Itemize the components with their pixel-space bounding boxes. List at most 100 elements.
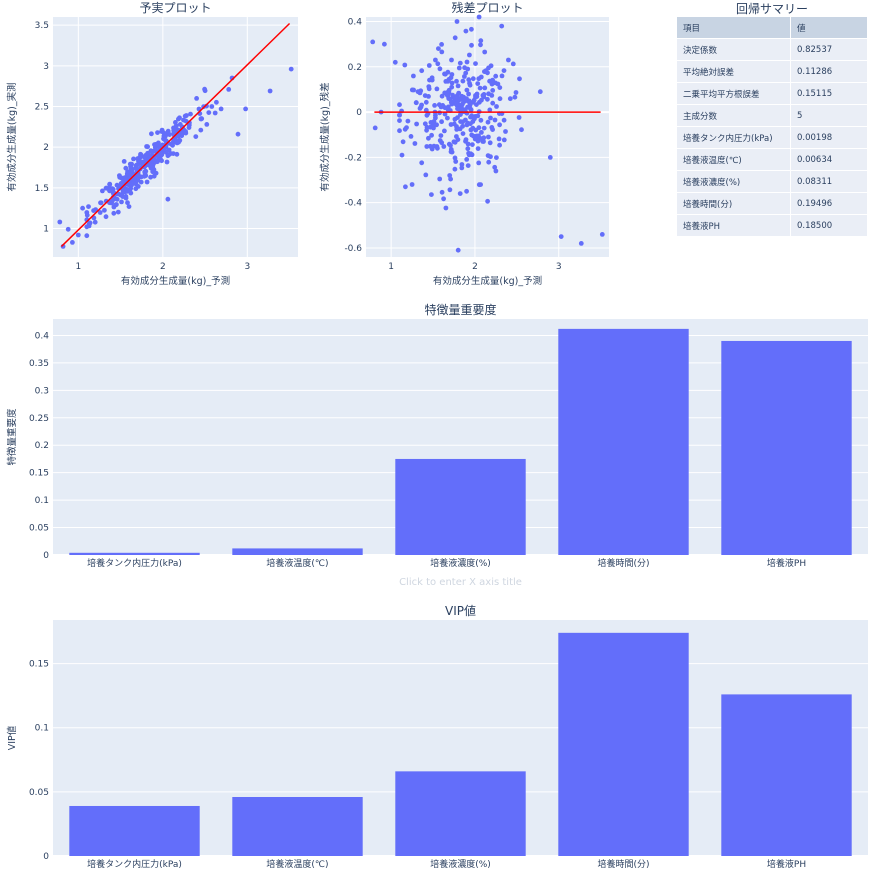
scatter-point xyxy=(149,131,154,137)
scatter-point xyxy=(423,99,429,105)
scatter-point xyxy=(485,198,490,204)
summary-item: 培養液濃度(%) xyxy=(677,170,791,193)
scatter-point xyxy=(148,174,154,180)
scatter-point xyxy=(476,133,481,139)
scatter-point xyxy=(464,157,470,162)
scatter-point xyxy=(476,14,482,20)
scatter-point xyxy=(162,133,168,139)
scatter-point xyxy=(459,165,465,171)
scatter-point xyxy=(460,78,466,84)
scatter-point xyxy=(419,160,425,166)
scatter-point xyxy=(454,134,459,139)
scatter-point xyxy=(170,142,176,148)
scatter-point xyxy=(445,90,450,95)
scatter-point xyxy=(452,155,458,161)
scatter-point xyxy=(439,42,444,47)
scatter-point xyxy=(537,89,543,95)
scatter-point xyxy=(457,60,463,66)
scatter-point xyxy=(174,151,180,157)
y-tick-label: 2.5 xyxy=(35,102,49,112)
scatter-point xyxy=(98,200,104,206)
scatter-point xyxy=(472,136,478,142)
scatter-point xyxy=(469,132,475,138)
scatter-point xyxy=(204,122,210,127)
scatter-point xyxy=(496,136,502,142)
scatter-point xyxy=(402,62,408,68)
scatter-point xyxy=(408,134,414,139)
x-tick-label: 培養タンク内圧力(kPa) xyxy=(87,858,182,870)
scatter-point xyxy=(467,82,473,88)
summary-header-value: 値 xyxy=(790,17,867,39)
scatter-point xyxy=(478,42,483,48)
summary-row: 培養液濃度(%) 0.08311 xyxy=(677,170,867,193)
fit-line xyxy=(60,22,291,247)
y-tick-label: 1.5 xyxy=(35,184,49,194)
scatter-point xyxy=(107,182,113,188)
chart-title: VIP値 xyxy=(445,603,476,618)
scatter-point xyxy=(137,154,143,160)
scatter-point xyxy=(483,69,488,75)
summary-item: 二乗平均平方根誤差 xyxy=(677,82,791,105)
scatter-point xyxy=(490,88,496,93)
summary-row: 主成分数 5 xyxy=(677,104,867,127)
scatter-point xyxy=(209,104,215,109)
x-tick-label: 培養液濃度(%) xyxy=(430,858,491,870)
scatter-point xyxy=(84,233,90,239)
scatter-point xyxy=(468,107,474,113)
scatter-point xyxy=(114,196,120,202)
scatter-point xyxy=(372,125,378,131)
scatter-point xyxy=(135,177,141,183)
scatter-point xyxy=(558,234,564,240)
y-tick-label: 0.05 xyxy=(29,524,49,534)
scatter-point xyxy=(485,96,490,102)
y-tick-label: 0.2 xyxy=(348,63,362,73)
scatter-point xyxy=(92,219,98,225)
scatter-point xyxy=(103,185,109,191)
scatter-point xyxy=(80,205,85,211)
scatter-point xyxy=(437,138,443,143)
scatter-point xyxy=(492,117,498,123)
scatter-point xyxy=(458,112,463,117)
scatter-points xyxy=(370,14,605,253)
scatter-point xyxy=(426,94,431,99)
scatter-point xyxy=(143,153,149,158)
scatter-point xyxy=(218,106,224,112)
bar xyxy=(558,328,689,555)
scatter-point xyxy=(427,77,432,83)
scatter-point xyxy=(519,127,524,133)
scatter-point xyxy=(470,125,476,131)
scatter-point xyxy=(84,210,90,215)
y-tick-label: 0.15 xyxy=(29,469,49,479)
scatter-point xyxy=(141,173,147,179)
x-tick-label: 培養タンク内圧力(kPa) xyxy=(87,557,182,569)
scatter-point xyxy=(433,115,438,121)
x-axis-title-placeholder: Click to enter X axis title xyxy=(399,577,522,588)
scatter-point xyxy=(100,188,105,194)
scatter-point xyxy=(507,96,513,102)
scatter-point xyxy=(154,152,160,157)
scatter-point xyxy=(158,152,164,158)
scatter-point xyxy=(443,205,449,211)
scatter-point xyxy=(479,130,484,135)
chart-bar-2: 特徴量重要度 0 0.05 0.1 0.15 0.2 0.25 0.3 0.35 0.4 特徴量重要… xyxy=(6,302,868,588)
scatter-point xyxy=(449,80,455,86)
x-axis-label: 有効成分生成量(kg)_予測 xyxy=(433,275,542,287)
scatter-points xyxy=(57,66,294,249)
y-tick-label: -0.4 xyxy=(344,199,362,209)
summary-row: 二乗平均平方根誤差 0.15115 xyxy=(677,82,867,105)
scatter-point xyxy=(499,23,505,29)
y-tick-label: 2 xyxy=(43,143,49,153)
scatter-point xyxy=(493,168,499,174)
y-axis-label: VIP値 xyxy=(6,725,18,750)
scatter-point xyxy=(497,85,503,90)
scatter-point xyxy=(370,39,376,45)
scatter-point xyxy=(382,41,387,47)
y-tick-label: 0.4 xyxy=(35,331,50,341)
scatter-point xyxy=(453,159,459,164)
scatter-point xyxy=(448,100,454,105)
scatter-point xyxy=(193,134,199,140)
scatter-point xyxy=(426,135,431,141)
scatter-point xyxy=(183,129,189,134)
scatter-point xyxy=(186,125,192,130)
